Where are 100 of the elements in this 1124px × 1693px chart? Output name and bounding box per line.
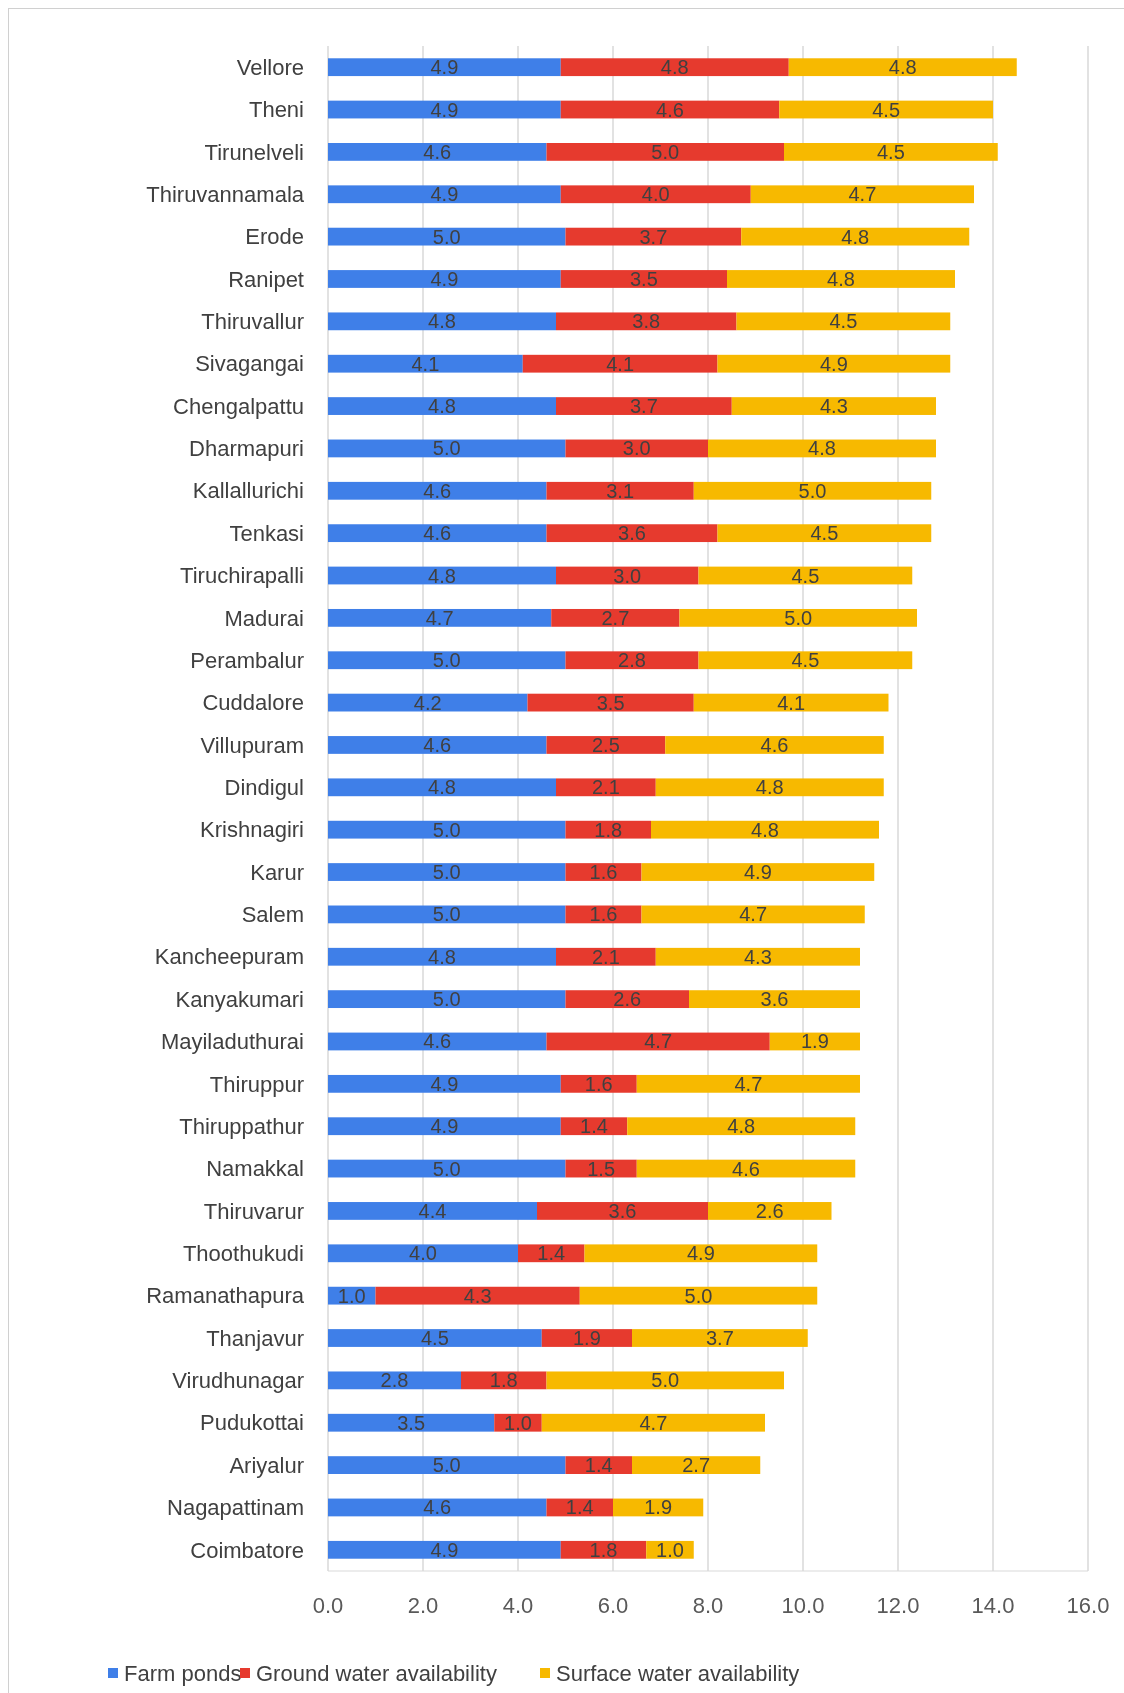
data-label: 5.0	[432, 649, 461, 672]
data-label: 4.8	[660, 56, 689, 79]
data-label: 4.3	[463, 1284, 492, 1307]
data-label: 4.6	[423, 1030, 452, 1053]
bar	[641, 905, 865, 924]
bar	[560, 185, 751, 204]
bar	[665, 736, 884, 754]
data-label: 3.7	[639, 225, 668, 248]
data-label: 4.9	[430, 267, 459, 290]
y-tick-label: Thiruvannamala	[146, 181, 305, 207]
data-label: 5.0	[798, 479, 827, 502]
data-label: 4.6	[423, 1496, 452, 1519]
bar	[328, 397, 556, 415]
bar	[328, 270, 561, 288]
bar	[328, 227, 566, 246]
data-label: 3.5	[596, 691, 625, 714]
y-tick-label: Thanjavur	[206, 1325, 304, 1351]
data-label: 3.6	[608, 1199, 637, 1222]
bar	[556, 778, 656, 797]
data-label: 5.0	[684, 1284, 713, 1307]
bar	[655, 778, 884, 797]
y-tick-label: Thiruppur	[209, 1071, 304, 1097]
bar	[708, 1202, 832, 1220]
data-label: 3.0	[622, 437, 651, 460]
bar	[556, 312, 737, 331]
data-label: 4.5	[420, 1327, 449, 1350]
data-label: 5.0	[432, 225, 461, 248]
bar	[565, 651, 699, 670]
data-label: 3.1	[606, 479, 635, 502]
data-label: 2.1	[591, 776, 620, 799]
data-label: 4.4	[418, 1199, 447, 1222]
data-label: 4.8	[808, 437, 836, 460]
bar	[641, 863, 875, 881]
data-label: 2.7	[601, 606, 630, 629]
data-label: 4.8	[888, 56, 917, 79]
data-label: 3.5	[629, 267, 658, 290]
bar	[328, 608, 552, 627]
bar	[750, 185, 974, 204]
data-label: 4.5	[810, 522, 839, 545]
bar	[328, 312, 556, 331]
data-label: 3.8	[632, 310, 661, 333]
bar	[636, 1074, 860, 1093]
bar	[689, 990, 860, 1009]
bar	[627, 1117, 856, 1136]
data-label: 1.9	[800, 1030, 829, 1053]
bar	[461, 1371, 547, 1390]
data-label: 1.9	[644, 1496, 673, 1519]
x-tick-label: 10.0	[781, 1593, 825, 1618]
y-tick-label: Karur	[250, 859, 304, 885]
y-tick-label: Erode	[245, 224, 304, 250]
bar	[328, 100, 561, 119]
bar	[328, 905, 566, 924]
bar	[328, 185, 561, 204]
y-tick-label: Krishnagiri	[200, 817, 304, 843]
data-label: 5.0	[651, 140, 680, 163]
y-tick-label: Salem	[241, 902, 304, 928]
y-tick-label: Dharmapuri	[189, 436, 304, 462]
data-label: 1.6	[589, 903, 618, 926]
bar	[560, 270, 727, 288]
data-label: 4.6	[423, 479, 452, 502]
y-tick-label: Tenkasi	[229, 520, 304, 546]
data-label: 4.3	[819, 395, 848, 418]
y-tick-label: Namakkal	[206, 1156, 304, 1182]
bar	[556, 947, 656, 966]
data-label: 1.4	[537, 1242, 566, 1265]
data-label: 5.0	[432, 861, 461, 884]
bar	[375, 1286, 580, 1305]
data-label: 4.6	[732, 1157, 760, 1180]
data-label: 4.2	[413, 691, 442, 714]
bar	[636, 1159, 856, 1178]
data-label: 4.9	[686, 1242, 715, 1265]
data-label: 5.0	[432, 1157, 461, 1180]
data-label: 4.7	[644, 1030, 673, 1053]
y-tick-label: Vellore	[236, 54, 304, 80]
bar	[522, 354, 718, 373]
data-label: 2.7	[682, 1454, 711, 1477]
data-label: 4.6	[423, 733, 452, 756]
bar	[551, 608, 680, 627]
data-label: 4.5	[876, 140, 905, 163]
data-label: 4.8	[751, 818, 779, 841]
data-label: 4.7	[425, 606, 454, 629]
data-label: 4.5	[829, 310, 858, 333]
y-tick-label: Theni	[248, 97, 304, 123]
data-label: 1.0	[656, 1538, 684, 1561]
bar	[328, 481, 547, 500]
bar	[693, 693, 889, 712]
bar	[328, 439, 566, 458]
data-label: 4.0	[641, 183, 670, 206]
data-label: 4.9	[743, 861, 772, 884]
data-label: 1.8	[489, 1369, 518, 1392]
data-label: 1.6	[589, 861, 618, 884]
y-tick-label: Mayiladuthurai	[160, 1029, 304, 1055]
bar	[328, 947, 556, 966]
data-label: 1.5	[587, 1157, 616, 1180]
legend-label: Ground water availability	[256, 1660, 497, 1686]
data-label: 5.0	[784, 606, 813, 629]
data-label: 4.9	[430, 1072, 459, 1095]
bar	[328, 736, 547, 754]
x-tick-label: 16.0	[1066, 1593, 1110, 1618]
y-tick-label: Kallallurichi	[192, 478, 304, 504]
